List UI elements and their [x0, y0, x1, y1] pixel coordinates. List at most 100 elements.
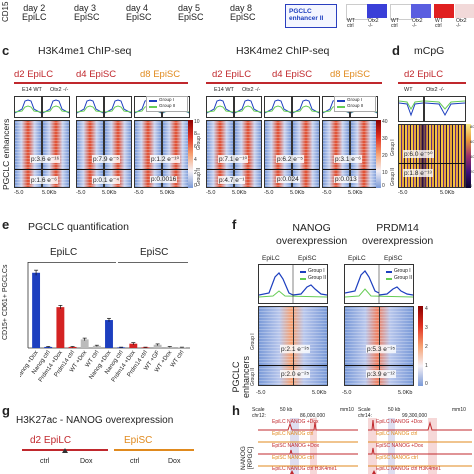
stage-label: day 2 EpiLC [22, 3, 47, 22]
f-cbar-tick: 0 [425, 381, 428, 387]
c-profile [206, 96, 234, 118]
d-line-group-ii [424, 100, 466, 110]
f-profile-right [344, 264, 414, 304]
c-col-label: E14 WT [214, 87, 234, 93]
h-track-signal [258, 449, 358, 455]
f-line-episc [378, 286, 414, 296]
legend-swatch-group-ii [337, 106, 345, 108]
c-group-divider [135, 169, 161, 170]
h-tracks-svg [258, 420, 472, 474]
h-highlight-region [368, 418, 377, 474]
e-ylabel: CD15+ CD61+ PGCLCs [2, 264, 9, 340]
d-profile [398, 96, 424, 122]
c-pval: p:1.6 e⁻⁶ [30, 176, 58, 184]
g-sub-label: ctrl [40, 458, 50, 465]
c-heatmap [134, 120, 162, 188]
c-line-group-ii [206, 105, 234, 113]
f-pval: p:3.9 e⁻¹² [366, 370, 396, 378]
c-cbar-tick: 30 [382, 136, 388, 142]
c-xtick: -5.0 [206, 190, 216, 196]
stage-label: day 8 EpiSC [230, 3, 256, 22]
box-label: PGCLC enhancer II [289, 8, 324, 23]
h-coord: chr12: [252, 413, 266, 419]
c-line-group-i [104, 99, 132, 114]
legend-label: Group I [347, 97, 363, 102]
legend-label: Group I [308, 268, 325, 274]
d-pval: p:1.8 e⁻¹³ [403, 169, 433, 177]
c-pval: p:7.9 e⁻⁵ [92, 155, 121, 163]
heat-label: WT ctrl [347, 18, 355, 29]
f-line-group-ii [258, 290, 328, 298]
f-group-divider [259, 365, 327, 366]
stage-labels: day 2 EpiLC day 3 EpiSC day 4 EpiSC day … [22, 2, 277, 30]
top-heat-cell [411, 4, 431, 18]
h-track-label: EpiLC NANOG ctrl [376, 431, 418, 437]
f-pval: p:2.1 e⁻³⁵ [280, 345, 311, 353]
c-underline-right [206, 82, 382, 84]
h-track-label: EpiSC NANOG ctrl [376, 455, 418, 461]
c-group-divider [235, 169, 261, 170]
f-group-axis: Group I [250, 333, 256, 350]
c-pval: p:1.2 e⁻¹⁰ [150, 155, 181, 163]
c-group-divider [43, 169, 69, 170]
f-col-label: EpiSC [384, 255, 403, 262]
c-pval: p:4.7 e⁻¹ [218, 176, 246, 184]
top-heat-labels: WT ctrl Otx2 -/- WT ctrl Otx2 -/- WT ctr… [346, 19, 474, 33]
h-peak-marker-icon [372, 470, 376, 474]
c-heatmap [350, 120, 378, 188]
c-group-divider [207, 169, 233, 170]
d-cbar-tick: 20 [470, 169, 474, 174]
c-profile-svg [104, 99, 132, 114]
c-line-group-i [264, 99, 292, 114]
f-cbar-tick: 4 [425, 306, 428, 312]
d-col-label: Otx2 -/- [426, 87, 445, 93]
heat-label: Otx2 -/- [412, 18, 423, 29]
legend-swatch-group-i [386, 271, 392, 273]
c-pval: p:7.1 e⁻¹⁰ [218, 155, 249, 163]
h-track-signal [368, 447, 472, 455]
legend-label: Group II [308, 275, 327, 281]
c-xtick: 5.0Kb [232, 190, 247, 196]
d-col-label: WT [404, 87, 413, 93]
d-group-divider [399, 163, 465, 164]
c-profile-svg [234, 99, 262, 114]
d-profile [424, 96, 466, 122]
c-cbar-tick: 8 [194, 131, 197, 137]
d-group-axis: Group I [390, 139, 396, 156]
f-col-label: EpiLC [262, 255, 280, 262]
c-xtick: 5.0Kb [160, 190, 175, 196]
c-pval: p:6.2 e⁻⁵ [276, 155, 305, 163]
c-line-group-ii [76, 105, 104, 113]
panel-e-letter: e [2, 217, 10, 232]
c-group-divider [105, 169, 131, 170]
c-profile [264, 96, 292, 118]
g-title: H3K27ac - NANOG overexpression [16, 415, 174, 426]
f-line-group-ii [344, 288, 414, 298]
c-col-label: Otx2 -/- [50, 87, 69, 93]
f-group-axis: Group II [250, 367, 256, 386]
c-group-label: d4 EpiSC [76, 69, 117, 80]
d-underline [398, 82, 466, 84]
stage-label: day 3 EpiSC [74, 3, 100, 22]
h-coord: Scale [252, 407, 265, 413]
f-cbar-tick: 2 [425, 344, 428, 350]
h-track-label: EpiLC NANOG ctrl H3K4me1 [272, 466, 338, 472]
heat-label: WT ctrl [391, 18, 399, 29]
d-line-group-ii [398, 100, 424, 111]
e-bar [68, 346, 77, 348]
e-bar [56, 307, 65, 348]
f-line-epilc [258, 272, 294, 296]
c-cbar-tick: 0 [382, 183, 385, 189]
c-group-divider [77, 169, 103, 170]
h-track-signal [258, 421, 358, 431]
g-sub-label: Dox [168, 458, 181, 465]
g-group-label: EpiSC [124, 435, 153, 446]
d-cbar-tick: 0 [470, 183, 473, 188]
c-xtick: -5.0 [76, 190, 86, 196]
c-profile [42, 96, 70, 118]
c-pval: p:0.024 [276, 176, 300, 183]
c-line-group-i [42, 99, 70, 114]
g-group-label: d2 EpiLC [30, 435, 72, 446]
c-profile [14, 96, 42, 118]
